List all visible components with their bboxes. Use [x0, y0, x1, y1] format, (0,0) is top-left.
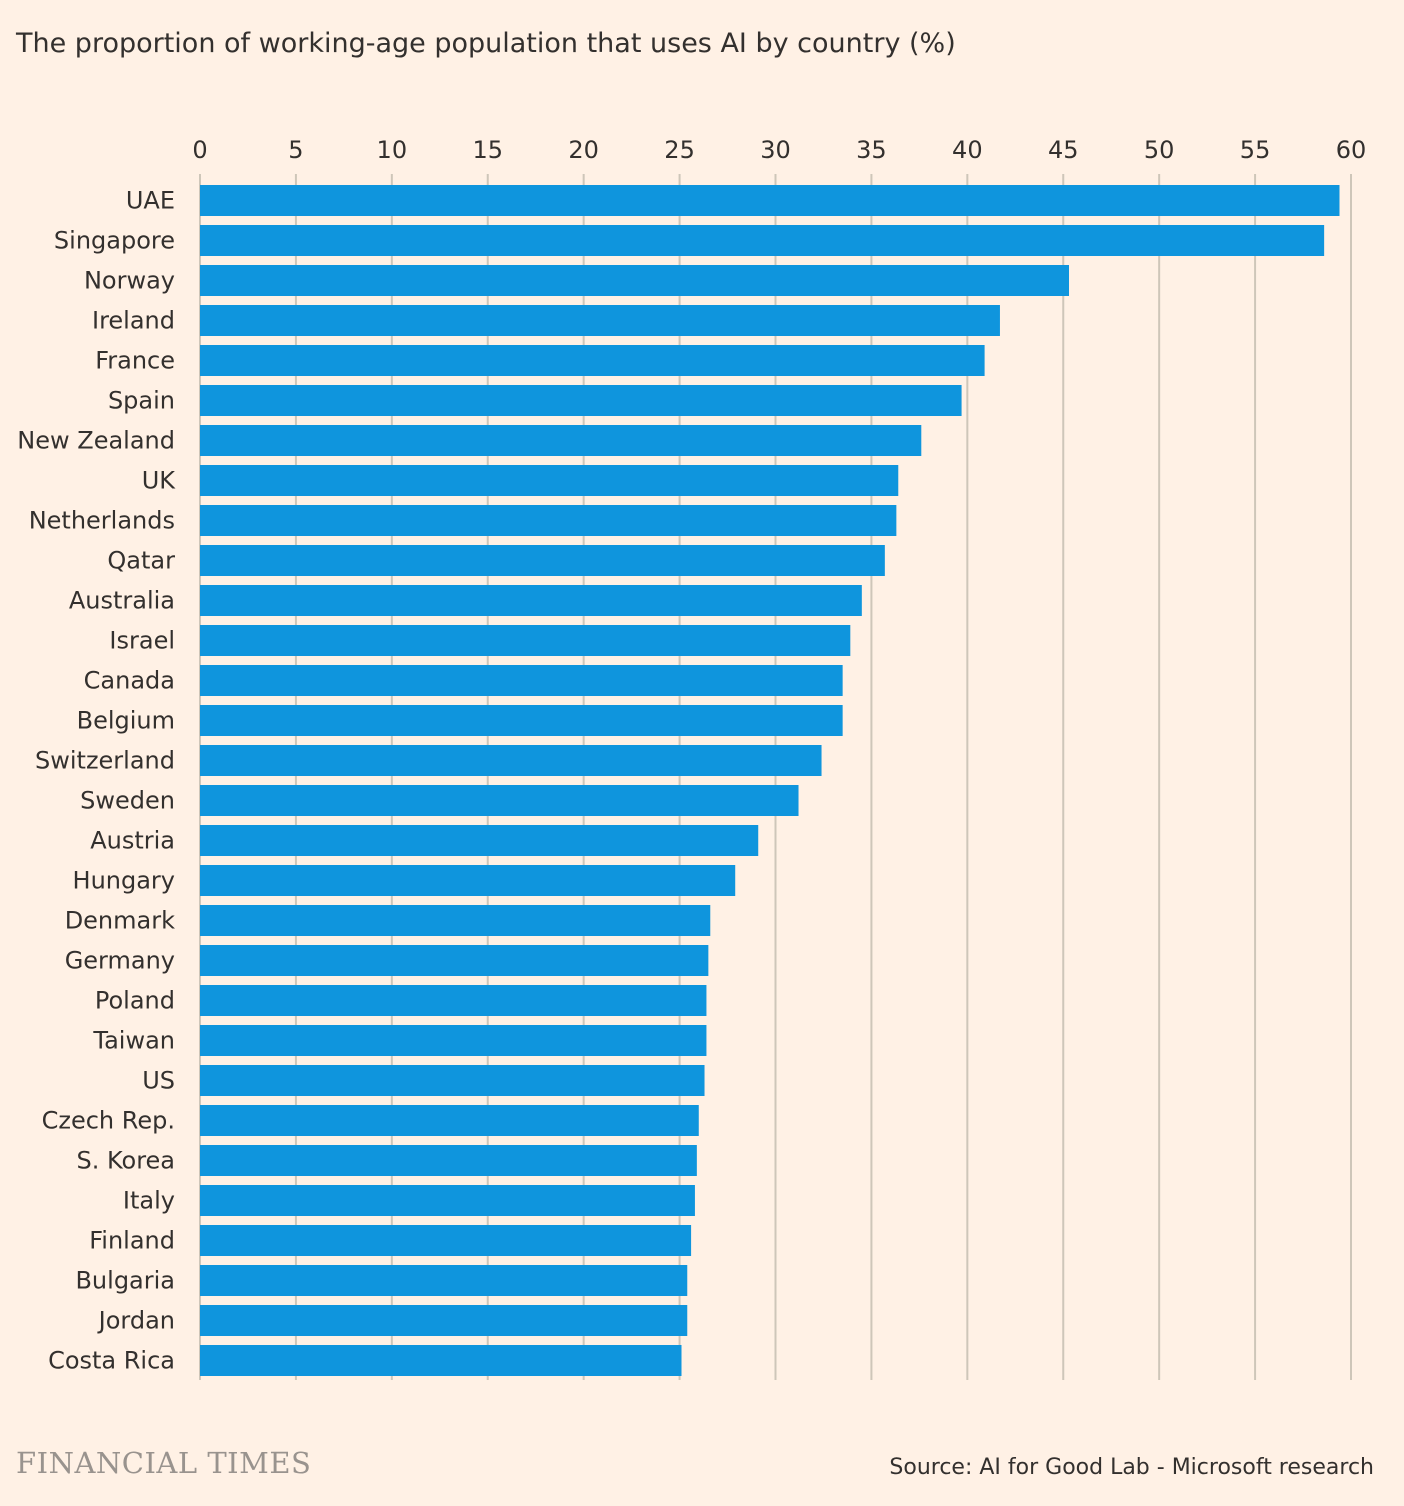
category-label: Taiwan: [92, 1027, 175, 1055]
category-label: Australia: [69, 587, 175, 615]
x-tick-label: 20: [568, 136, 599, 164]
brand-logo: FINANCIAL TIMES: [16, 1446, 312, 1480]
bar: [200, 425, 922, 456]
source-note: Source: AI for Good Lab - Microsoft rese…: [889, 1455, 1374, 1480]
category-label: Qatar: [107, 547, 175, 575]
bar: [200, 345, 985, 376]
x-tick-label: 10: [377, 136, 408, 164]
category-label: S. Korea: [76, 1147, 175, 1175]
bar: [200, 865, 736, 896]
bar: [200, 1065, 705, 1096]
bar: [200, 585, 862, 616]
category-labels: UAE Singapore Norway Ireland France Spain New …: [17, 187, 176, 1375]
bar: [200, 225, 1325, 256]
category-label: Israel: [109, 627, 175, 655]
x-tick-label: 60: [1336, 136, 1367, 164]
x-tick-label: 25: [664, 136, 695, 164]
bar: [200, 825, 759, 856]
category-label: France: [95, 347, 175, 375]
bar: [200, 945, 709, 976]
category-label: Hungary: [73, 867, 175, 895]
category-label: Germany: [65, 947, 175, 975]
bar: [200, 465, 899, 496]
category-label: Finland: [89, 1227, 175, 1255]
x-tick-label: 45: [1048, 136, 1079, 164]
bar: [200, 545, 885, 576]
category-label: Czech Rep.: [42, 1107, 175, 1135]
category-label: Jordan: [97, 1307, 175, 1335]
category-label: Costa Rica: [48, 1347, 175, 1375]
x-axis-ticks: 0 5 10 15 20 25 30 35 40 45 50 55 60: [192, 136, 1366, 164]
category-label: Sweden: [80, 787, 175, 815]
bar: [200, 985, 707, 1016]
bar: [200, 385, 962, 416]
bar: [200, 1265, 688, 1296]
x-tick-label: 30: [760, 136, 791, 164]
bar: [200, 705, 843, 736]
category-label: UAE: [126, 187, 175, 215]
category-label: Italy: [123, 1187, 175, 1215]
bar: [200, 625, 851, 656]
bar: [200, 185, 1340, 216]
category-label: US: [142, 1067, 175, 1095]
category-label: Belgium: [77, 707, 175, 735]
x-tick-label: 50: [1144, 136, 1175, 164]
bar: [200, 1105, 699, 1136]
category-label: Netherlands: [29, 507, 175, 535]
category-label: Canada: [84, 667, 175, 695]
chart-title: The proportion of working-age population…: [16, 28, 956, 59]
bar: [200, 905, 711, 936]
bar: [200, 305, 1000, 336]
bar: [200, 1185, 695, 1216]
category-label: Singapore: [54, 227, 175, 255]
bar: [200, 785, 799, 816]
bar: [200, 1025, 707, 1056]
category-label: New Zealand: [17, 427, 175, 455]
x-tick-label: 40: [952, 136, 983, 164]
bar: [200, 265, 1070, 296]
category-label: Bulgaria: [75, 1267, 175, 1295]
x-tick-label: 55: [1240, 136, 1271, 164]
category-label: Spain: [108, 387, 175, 415]
bar: [200, 745, 822, 776]
category-label: Denmark: [65, 907, 175, 935]
x-tick-label: 0: [192, 136, 207, 164]
category-label: Poland: [95, 987, 175, 1015]
x-tick-label: 35: [856, 136, 887, 164]
bar: [200, 1345, 682, 1376]
x-tick-label: 15: [472, 136, 503, 164]
bar: [200, 505, 897, 536]
bars: [200, 185, 1340, 1376]
bar: [200, 1305, 688, 1336]
category-label: UK: [142, 467, 177, 495]
x-tick-label: 5: [288, 136, 303, 164]
bar: [200, 665, 843, 696]
category-label: Austria: [90, 827, 175, 855]
category-label: Switzerland: [35, 747, 175, 775]
category-label: Ireland: [92, 307, 175, 335]
bar: [200, 1225, 692, 1256]
bar: [200, 1145, 697, 1176]
category-label: Norway: [84, 267, 175, 295]
